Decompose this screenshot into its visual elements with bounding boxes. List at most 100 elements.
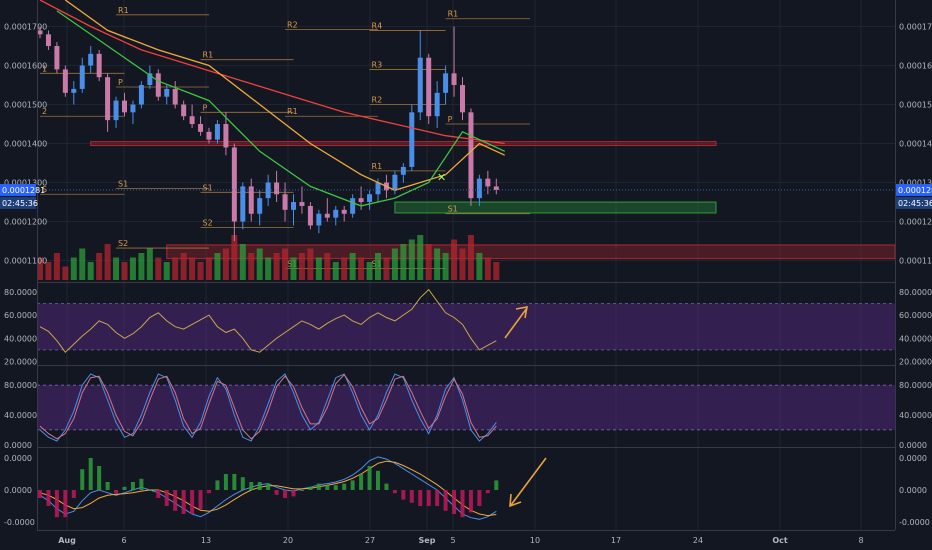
last-price-tag-text-left: 0.0001281 xyxy=(2,186,45,195)
candle-body-51 xyxy=(468,112,474,199)
stoch-rsi-tick-left-0: 80.0000 xyxy=(4,381,37,390)
rsi-arrowhead-icon xyxy=(515,306,528,319)
volume-bar-27 xyxy=(265,257,272,280)
candle-body-21 xyxy=(214,124,220,140)
macd-histogram-bar-2 xyxy=(54,490,59,518)
macd-histogram-bar-35 xyxy=(333,485,338,490)
macd-histogram-bar-17 xyxy=(181,490,186,514)
volume-bar-26 xyxy=(256,248,263,280)
macd-histogram-bar-36 xyxy=(342,483,347,490)
macd-histogram-bar-7 xyxy=(97,466,102,490)
volume-bar-3 xyxy=(62,266,69,280)
macd-histogram-bar-12 xyxy=(139,478,144,490)
candle-body-53 xyxy=(485,178,491,187)
volume-bar-42 xyxy=(391,248,398,280)
rsi-band xyxy=(37,303,895,350)
price-tick-left-2: 0.0001500 xyxy=(4,101,47,110)
volume-bars xyxy=(37,235,500,280)
macd-histogram-bar-29 xyxy=(283,490,288,498)
moving-average-line-2 xyxy=(56,10,505,207)
candle-body-35 xyxy=(333,209,339,218)
volume-bar-50 xyxy=(459,248,466,280)
volume-bar-11 xyxy=(129,257,136,280)
candle-body-37 xyxy=(350,198,356,214)
volume-bar-18 xyxy=(189,257,196,280)
volume-bar-49 xyxy=(451,239,458,280)
macd-histogram-bar-54 xyxy=(494,480,499,490)
volume-bar-29 xyxy=(282,248,289,280)
price-tick-right-0: 0.0001700 xyxy=(899,23,932,32)
pivot-label-21: S1 xyxy=(448,205,458,214)
candle-body-9 xyxy=(113,100,119,121)
pivot-label-1: R2 xyxy=(287,21,298,30)
volume-bar-13 xyxy=(146,248,153,280)
volume-bar-4 xyxy=(70,257,77,280)
macd-histogram-bar-41 xyxy=(384,483,389,490)
volume-bar-24 xyxy=(239,244,246,280)
macd-histogram-bar-22 xyxy=(223,474,228,490)
rsi-arrow-icon xyxy=(504,307,528,339)
candle-body-30 xyxy=(291,202,296,210)
macd-histogram-bar-39 xyxy=(367,466,372,490)
volume-bar-7 xyxy=(96,253,103,280)
candle-body-44 xyxy=(409,112,415,167)
macd-histogram-bar-16 xyxy=(173,490,178,511)
x-tick-label-2: 13 xyxy=(201,536,211,545)
price-tick-left-1: 0.0001600 xyxy=(4,62,47,71)
pivot-label-2: R1 xyxy=(203,51,214,60)
rsi-tick-left-0: 80.0000 xyxy=(4,288,37,297)
candle-body-54 xyxy=(493,186,499,190)
candle-body-6 xyxy=(88,53,94,66)
pivot-label-8: S1 xyxy=(118,179,128,188)
volume-bar-23 xyxy=(231,235,238,280)
macd-tick-right-0: 0.0000 xyxy=(899,454,927,463)
candle-body-7 xyxy=(96,53,102,78)
last-price-tag-left xyxy=(0,183,36,196)
macd-histogram-bar-52 xyxy=(477,490,482,506)
volume-bar-8 xyxy=(104,244,111,280)
macd-histogram-bar-50 xyxy=(460,490,465,518)
stoch-rsi-tick-right-1: 40.0000 xyxy=(899,411,932,420)
price-tick-right-4: 0.0001300 xyxy=(899,179,932,188)
volume-bar-0 xyxy=(37,257,43,280)
rsi-tick-right-1: 60.0000 xyxy=(899,311,932,320)
macd-histogram-bar-48 xyxy=(443,490,448,511)
candle-body-18 xyxy=(189,116,195,125)
candlesticks[interactable] xyxy=(37,26,499,242)
macd-histogram-bar-46 xyxy=(426,490,431,506)
countdown-tag-right xyxy=(896,196,932,209)
countdown-tag-text-right: 02:45:36 xyxy=(898,199,932,208)
volume-bar-34 xyxy=(324,253,331,280)
price-tick-left-0: 0.0001700 xyxy=(4,23,47,32)
macd-histogram-bar-18 xyxy=(190,490,195,514)
macd-histogram-bar-11 xyxy=(130,482,135,490)
macd-histogram-bar-44 xyxy=(409,490,414,503)
candle-body-19 xyxy=(198,124,204,132)
volume-bar-43 xyxy=(400,244,407,280)
volume-bar-25 xyxy=(248,253,255,280)
pivot-label-14: R1 xyxy=(372,162,383,171)
x-tick-label-4: 27 xyxy=(365,536,375,545)
stoch-rsi-series-line-1 xyxy=(39,373,497,440)
rsi-tick-left-2: 40.0000 xyxy=(4,334,37,343)
volume-bar-14 xyxy=(155,257,162,280)
macd-histogram-bar-43 xyxy=(401,490,406,500)
candle-body-5 xyxy=(79,65,85,89)
price-tick-right-3: 0.0001400 xyxy=(899,140,932,149)
candle-body-49 xyxy=(451,73,457,86)
candle-body-33 xyxy=(316,213,322,226)
macd-histogram-bar-47 xyxy=(435,490,440,506)
volume-bar-39 xyxy=(366,262,373,280)
macd-histogram-bar-49 xyxy=(452,490,457,514)
stoch-rsi-tick-right-2: 0.0000 xyxy=(899,441,927,450)
macd-histogram-bar-0 xyxy=(38,490,42,498)
volume-bar-28 xyxy=(273,253,280,280)
stoch-rsi-tick-right-0: 80.0000 xyxy=(899,381,932,390)
volume-bar-5 xyxy=(79,248,86,280)
candle-body-22 xyxy=(223,124,229,148)
macd-histogram-bar-10 xyxy=(122,486,127,490)
candle-body-10 xyxy=(122,100,127,113)
pivot-label-16: R4 xyxy=(372,21,383,30)
macd-histogram-bar-4 xyxy=(71,490,76,498)
